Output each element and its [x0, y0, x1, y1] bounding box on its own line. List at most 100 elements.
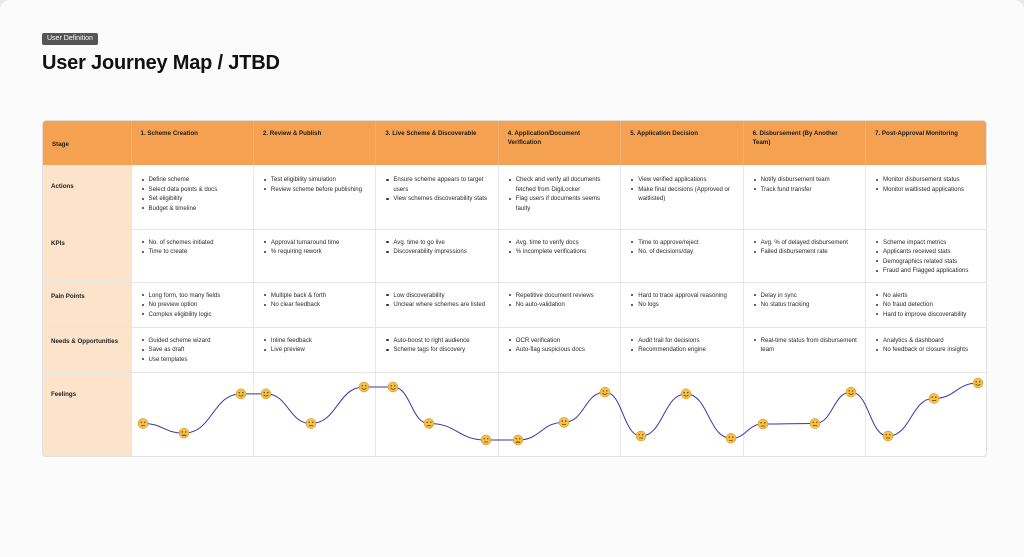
journey-cell: View verified applications Make final dec… [620, 165, 744, 230]
row-label: KPIs [43, 229, 132, 283]
stage-header: 3. Live Scheme & Discoverable [375, 121, 499, 165]
journey-cell: Auto-boost to right audience Scheme tags … [375, 327, 499, 373]
list-item: Track fund transfer [753, 185, 859, 195]
feelings-curve-chart [137, 377, 984, 446]
list-item: Hard to improve discoverability [876, 310, 982, 320]
journey-cell: Avg. % of delayed disbursement Failed dis… [743, 229, 867, 283]
emoji-happy-icon [972, 377, 984, 389]
journey-cell: Time to approve/reject No. of decisions/d… [620, 229, 744, 283]
journey-cell: Scheme impact metrics Applicants received… [865, 229, 986, 283]
bullet-list: Monitor disbursement status Monitor waitl… [866, 165, 986, 194]
list-item: Complex eligibility logic [141, 310, 247, 320]
list-item: Long form, too many fields [141, 291, 247, 301]
emoji-neutral-icon [882, 430, 894, 442]
list-item: Avg. time to go live [386, 238, 491, 248]
list-item: Define scheme [141, 175, 247, 185]
emoji-neutral-icon [809, 418, 821, 429]
list-item: Flag users if documents seems faulty [508, 194, 614, 213]
list-item: No. of schemes initiated [141, 238, 247, 248]
list-item: Use templates [141, 355, 247, 365]
bullet-list: Notify disbursement team Track fund trans… [744, 165, 865, 194]
actions-row: Actions Define scheme Select data points &… [43, 165, 986, 230]
emoji-happy-icon [599, 386, 611, 398]
list-item: Scheme impact metrics [876, 238, 982, 248]
stage-header: 1. Scheme Creation [131, 121, 254, 165]
list-item: Fraud and Flagged applications [876, 266, 982, 276]
stage-header: 6. Disbursement (By Another Team) [743, 121, 867, 165]
journey-cell: Delay in sync No status tracking [743, 282, 867, 328]
emoji-neutral-icon [725, 433, 737, 444]
bullet-list: Hard to trace approval reasoning No logs [621, 283, 742, 310]
list-item: Set eligibility [141, 194, 247, 204]
list-item: Scheme tags for discovery [386, 345, 491, 355]
bullet-list: View verified applications Make final dec… [621, 165, 742, 204]
bullet-list: Approval turnaround time% requiring rewo… [254, 230, 375, 257]
list-item: No fraud detection [876, 300, 982, 310]
list-item: Inline feedback [263, 336, 369, 346]
bullet-list: Repetitive document reviews No auto-valid… [499, 283, 620, 310]
list-item: Make final decisions (Approved or waitli… [631, 185, 736, 204]
emoji-happy-icon [235, 388, 247, 400]
list-item: Real-time status from disbursement team [753, 336, 859, 355]
list-item: Demographics related stats [876, 257, 982, 267]
bullet-list: Guided scheme wizard Save as draft Use tem… [132, 328, 253, 365]
bullet-list: Delay in sync No status tracking [744, 283, 865, 310]
list-item: Auto-boost to right audience [386, 336, 491, 346]
journey-cell: Long form, too many fields No preview opt… [131, 282, 254, 328]
stage-header: 4. Application/Document Verification [498, 121, 622, 165]
journey-cell: Monitor disbursement status Monitor waitl… [865, 165, 986, 230]
list-item: Time to approve/reject [631, 238, 736, 248]
list-item: Analytics & dashboard [876, 336, 982, 346]
bullet-list: No alerts No fraud detection Hard to impro… [866, 283, 986, 320]
bullet-list: No. of schemes initiated Time to create [132, 230, 253, 257]
emoji-frustrated-icon [178, 427, 190, 439]
row-label: Pain Points [43, 282, 132, 328]
list-item: No feedback or closure insights [876, 345, 982, 355]
bullet-list: Time to approve/reject No. of decisions/d… [621, 230, 742, 257]
list-item: Audit trail for decisions [631, 336, 736, 346]
list-item: Monitor disbursement status [876, 175, 982, 185]
bullet-list: Test eligibility simulation Review scheme… [254, 165, 375, 194]
list-item: No logs [631, 300, 736, 310]
bullet-list: Inline feedback Live preview [254, 328, 375, 355]
journey-cell: Approval turnaround time% requiring rewo… [253, 229, 377, 283]
bullet-list: Check and verify all documents fetched f… [499, 165, 620, 213]
list-item: Failed disbursement rate [753, 247, 859, 257]
stage-header: 5. Application Decision [620, 121, 744, 165]
list-item: Save as draft [141, 345, 247, 355]
page-title: User Journey Map / JTBD [42, 52, 280, 74]
journey-cell: OCR verification Auto-flag suspicious doc… [498, 327, 622, 373]
journey-cell: Audit trail for decisions Recommendation … [620, 327, 744, 373]
kpis-row: KPIs No. of schemes initiated Time to crea… [43, 229, 986, 283]
emoji-unhappy-icon [423, 418, 435, 429]
row-label: Needs & Opportunities [43, 327, 132, 373]
list-item: Check and verify all documents fetched f… [508, 175, 614, 194]
journey-cell: Inline feedback Live preview [253, 327, 377, 373]
emoji-happy-icon [387, 381, 399, 393]
emoji-frustrated-icon [512, 434, 524, 446]
emoji-neutral-icon [635, 430, 647, 442]
journey-cell: Analytics & dashboard No feedback or clos… [865, 327, 986, 373]
list-item: Test eligibility simulation [263, 175, 369, 185]
list-item: Discoverability impressions [386, 247, 491, 257]
bullet-list: Avg. % of delayed disbursement Failed dis… [744, 230, 865, 257]
journey-cell: No. of schemes initiated Time to create [131, 229, 254, 283]
bullet-list: Auto-boost to right audience Scheme tags … [376, 328, 497, 355]
journey-cell: Ensure scheme appears to target users Vie… [375, 165, 499, 230]
bullet-list: Define scheme Select data points & docs Se… [132, 165, 253, 213]
emoji-neutral-icon [305, 418, 317, 429]
bullet-list: Analytics & dashboard No feedback or clos… [866, 328, 986, 355]
emoji-neutral-icon [480, 434, 492, 446]
list-item: Notify disbursement team [753, 175, 859, 185]
bullet-list: Avg. time to verify docs% incomplete ver… [499, 230, 620, 257]
journey-map-table: Stage 1. Scheme Creation 2. Review & Pub… [42, 120, 987, 457]
stage-header-row: Stage 1. Scheme Creation 2. Review & Pub… [43, 121, 986, 165]
list-item: Unclear where schemes are listed [386, 300, 491, 310]
journey-cell: Avg. time to go live Discoverability impr… [375, 229, 499, 283]
list-item: No. of decisions/day [631, 247, 736, 257]
list-item: View schemes discoverability stats [386, 194, 491, 204]
emoji-neutral-icon [558, 417, 570, 428]
list-item: Avg. time to verify docs [508, 238, 614, 248]
stage-label: Stage [43, 121, 132, 165]
